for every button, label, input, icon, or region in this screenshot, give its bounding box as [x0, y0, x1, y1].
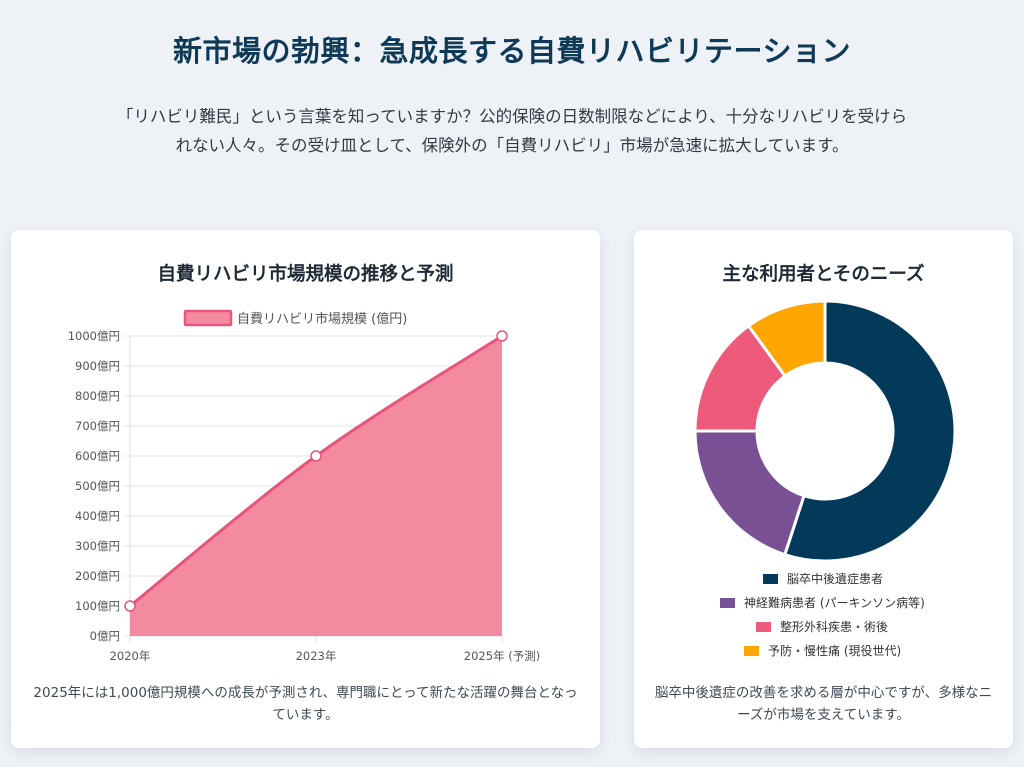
x-tick-label: 2025年 (予測) [464, 649, 540, 663]
y-tick-label: 400億円 [75, 509, 120, 523]
y-tick-label: 500億円 [75, 479, 120, 493]
legend-swatch [763, 573, 778, 584]
data-point[interactable] [124, 600, 136, 612]
y-tick-label: 200億円 [75, 569, 120, 583]
legend-item[interactable]: 整形外科疾患・術後 [756, 618, 888, 635]
y-tick-label: 300億円 [75, 539, 120, 553]
legend-item[interactable]: 脳卒中後遺症患者 [763, 570, 883, 587]
legend-label: 脳卒中後遺症患者 [787, 572, 884, 586]
y-tick-label: 600億円 [75, 449, 120, 463]
data-point[interactable] [310, 450, 322, 462]
market-size-caption: 2025年には1,000億円規模への成長が予測され、専門職にとって新たな活躍の舞… [33, 685, 578, 723]
legend-swatch [183, 309, 233, 327]
users-chart-title: 主な利用者とそのニーズ [722, 264, 925, 285]
y-tick-label: 1000億円 [68, 329, 120, 343]
legend-label: 整形外科疾患・術後 [780, 620, 889, 634]
market-size-chart: 自費リハビリ市場規模 (億円) 1000億円 900億円 800億円 700億円 600… [68, 309, 540, 663]
legend-label: 予防・慢性痛 (現役世代) [768, 644, 902, 658]
market-size-chart-title: 自費リハビリ市場規模の推移と予測 [157, 264, 454, 285]
x-tick-label: 2020年 [110, 649, 151, 663]
legend-label: 自費リハビリ市場規模 (億円) [237, 311, 407, 327]
intro-text: 「リハビリ難民」という言葉を知っていますか？公的保険の日数制限などにより、十分な… [116, 107, 908, 155]
users-donut-chart [693, 300, 957, 563]
chart-legend[interactable]: 自費リハビリ市場規模 (億円) [183, 309, 407, 327]
y-tick-label: 0億円 [90, 629, 120, 643]
legend-label: 神経難病患者 (パーキンソン病等) [744, 596, 925, 610]
legend-item[interactable]: 予防・慢性痛 (現役世代) [744, 642, 901, 659]
legend-swatch [756, 621, 771, 632]
legend-item[interactable]: 神経難病患者 (パーキンソン病等) [720, 594, 925, 611]
donut-slice[interactable] [746, 300, 827, 379]
area-fill [130, 336, 502, 636]
legend-swatch [744, 645, 759, 656]
data-point[interactable] [496, 330, 508, 342]
y-tick-label: 800億円 [75, 389, 120, 403]
users-caption: 脳卒中後遺症の改善を求める層が中心ですが、多様なニーズが市場を支えています。 [654, 685, 993, 723]
y-tick-label: 700億円 [75, 419, 120, 433]
users-card: 主な利用者とそのニーズ 脳卒中後遺症患者神経難病患者 (パーキンソン病等) 整形外… [634, 230, 1013, 748]
page-title: 新市場の勃興：急成長する自費リハビリテーション [173, 34, 851, 68]
y-tick-label: 900億円 [75, 359, 120, 373]
market-size-card: 自費リハビリ市場規模の推移と予測 自費リハビリ市場規模 (億円) 1000億円 9… [11, 230, 600, 748]
donut-slice[interactable] [693, 429, 806, 557]
x-tick-label: 2023年 [296, 649, 337, 663]
y-tick-label: 100億円 [75, 599, 120, 613]
donut-slice[interactable] [782, 300, 957, 563]
legend-swatch [720, 597, 735, 608]
